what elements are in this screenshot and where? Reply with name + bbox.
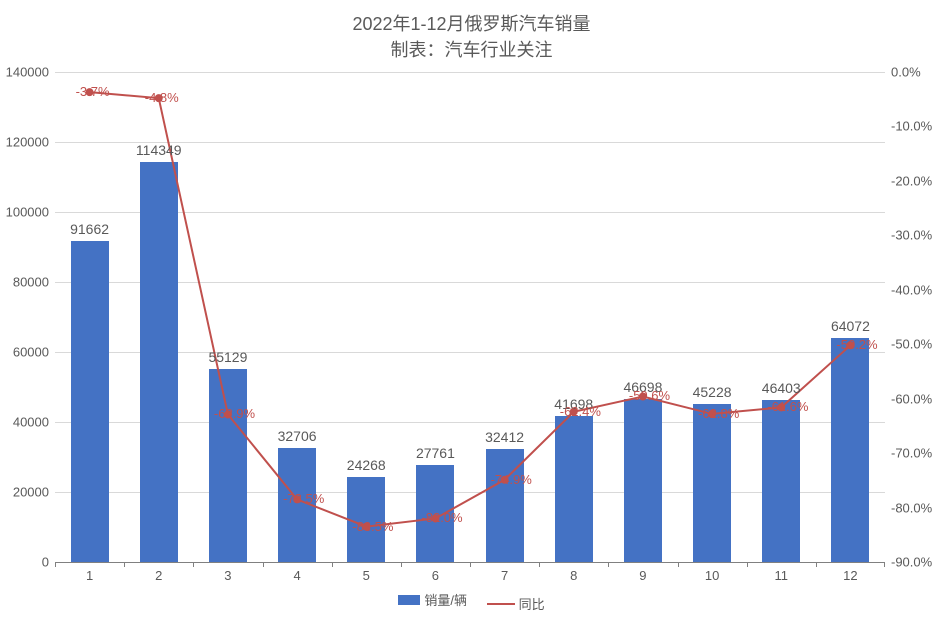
line-value-label: -74.9%	[491, 472, 532, 487]
y-right-tick-label: -10.0%	[885, 119, 932, 134]
y-right-tick-label: -60.0%	[885, 391, 932, 406]
x-tick-label: 6	[432, 562, 439, 583]
line-value-label: -82.0%	[421, 510, 462, 525]
legend-bar-label: 销量/辆	[424, 590, 467, 609]
y-left-tick-label: 60000	[13, 345, 55, 360]
bar-value-label: 45228	[693, 384, 732, 400]
y-left-tick-label: 40000	[13, 415, 55, 430]
x-tick-label: 5	[363, 562, 370, 583]
line-value-label: -83.5%	[352, 519, 393, 534]
x-axis-line	[55, 562, 885, 563]
y-left-tick-label: 80000	[13, 275, 55, 290]
x-tick-label: 2	[155, 562, 162, 583]
line-value-label: -50.2%	[836, 337, 877, 352]
y-left-tick-label: 100000	[6, 205, 55, 220]
legend-bar-swatch	[398, 595, 420, 605]
bar-value-label: 55129	[208, 349, 247, 365]
x-tick-label: 1	[86, 562, 93, 583]
y-right-tick-label: -90.0%	[885, 555, 932, 570]
chart-subtitle: 制表：汽车行业关注	[0, 36, 943, 62]
legend-item-bars: 销量/辆	[398, 590, 467, 609]
y-left-tick-label: 20000	[13, 485, 55, 500]
bar-value-label: 27761	[416, 445, 455, 461]
legend: 销量/辆 同比	[0, 590, 943, 613]
x-tick-label: 12	[843, 562, 857, 583]
y-left-tick-label: 0	[42, 555, 55, 570]
bar-value-label: 24268	[347, 457, 386, 473]
bar-value-label: 32412	[485, 429, 524, 445]
y-left-tick-label: 140000	[6, 65, 55, 80]
legend-line-swatch	[487, 603, 515, 605]
bar-value-label: 114349	[136, 142, 182, 158]
x-tick-label: 7	[501, 562, 508, 583]
x-tick-label: 9	[639, 562, 646, 583]
y-right-tick-label: -70.0%	[885, 446, 932, 461]
line-path	[90, 92, 851, 526]
y-right-tick-label: -30.0%	[885, 228, 932, 243]
bar-value-label: 64072	[831, 318, 870, 334]
line-value-label: -3.7%	[76, 84, 110, 99]
line-value-label: -62.9%	[214, 406, 255, 421]
y-right-tick-label: -50.0%	[885, 337, 932, 352]
plot-area: 9166211434955129327062426827761324124169…	[55, 72, 885, 562]
y-left-tick-label: 120000	[6, 135, 55, 150]
x-tick-label: 4	[293, 562, 300, 583]
bar-value-label: 32706	[278, 428, 317, 444]
chart-title: 2022年1-12月俄罗斯汽车销量	[0, 10, 943, 36]
line-value-label: -62.4%	[560, 404, 601, 419]
x-tick-label: 10	[705, 562, 719, 583]
y-right-tick-label: -80.0%	[885, 500, 932, 515]
legend-item-line: 同比	[487, 594, 545, 613]
line-value-label: -78.5%	[283, 491, 324, 506]
x-tick-label: 11	[775, 562, 789, 583]
chart-container: 2022年1-12月俄罗斯汽车销量 制表：汽车行业关注 91662 114349 5…	[0, 0, 943, 618]
y-right-tick-label: 0.0%	[885, 65, 921, 80]
bar-value-label: 46403	[762, 380, 801, 396]
x-tick-label: 8	[570, 562, 577, 583]
line-value-label: -4.8%	[145, 90, 179, 105]
line-value-label: -61.6%	[767, 399, 808, 414]
line-value-label: -59.6%	[629, 388, 670, 403]
line-value-label: -62.8%	[698, 406, 739, 421]
y-right-tick-label: -20.0%	[885, 173, 932, 188]
y-right-tick-label: -40.0%	[885, 282, 932, 297]
x-tick-label: 3	[224, 562, 231, 583]
bar-value-label: 91662	[70, 221, 109, 237]
legend-line-label: 同比	[519, 594, 545, 613]
